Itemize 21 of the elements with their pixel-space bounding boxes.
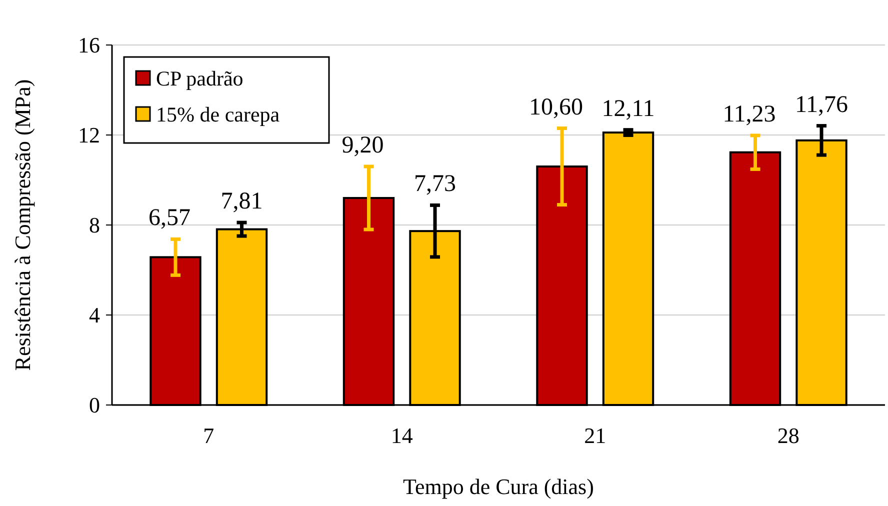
data-label: 10,60	[528, 94, 583, 120]
x-tick-label: 28	[777, 423, 800, 448]
legend-label: 15% de carepa	[156, 102, 280, 126]
data-label: 11,23	[722, 101, 776, 128]
data-label: 12,11	[602, 96, 655, 122]
data-label: 7,73	[414, 171, 456, 198]
y-tick-label: 4	[89, 302, 100, 328]
y-tick-label: 8	[89, 212, 100, 238]
y-tick-label: 12	[78, 122, 100, 148]
x-tick-label: 21	[584, 423, 606, 448]
x-tick-label: 7	[203, 423, 214, 448]
y-axis-title: Resistência à Compressão (MPa)	[10, 79, 35, 371]
data-label: 7,81	[220, 188, 263, 215]
data-label: 11,76	[794, 92, 848, 118]
data-label: 6,57	[148, 205, 190, 232]
x-axis-title: Tempo de Cura (dias)	[403, 474, 594, 499]
y-tick-label: 0	[89, 392, 100, 418]
data-label: 9,20	[342, 132, 384, 158]
legend-label: CP padrão	[156, 66, 244, 90]
y-tick-label: 16	[78, 32, 100, 58]
x-tick-label: 14	[390, 423, 413, 448]
